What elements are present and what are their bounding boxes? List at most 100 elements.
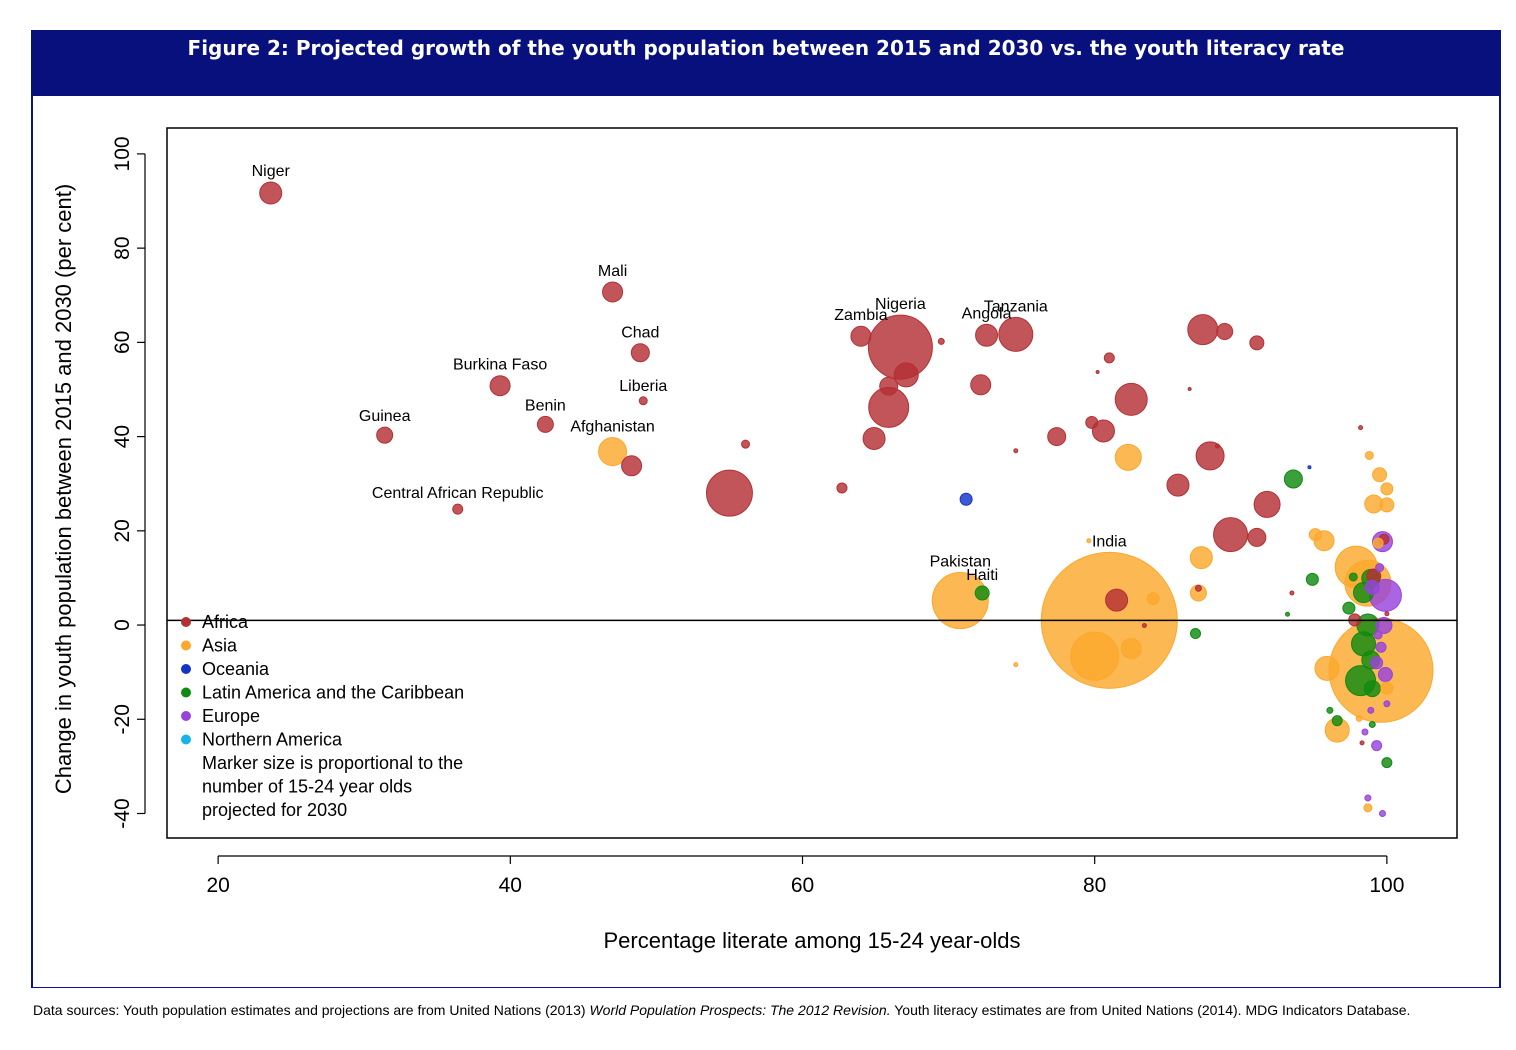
legend-marker-latin-america-and-the-caribbean [181, 687, 191, 698]
data-point-europe-9 [1367, 706, 1375, 714]
data-sources-note: Data sources: Youth population estimates… [33, 1002, 1493, 1019]
data-point-asia-23 [1372, 537, 1384, 549]
y-tick-label-80: 80 [111, 236, 134, 259]
point-label-guinea: Guinea [359, 408, 411, 425]
data-point-africa-31 [1166, 473, 1190, 497]
data-point-latin-america-and-the-caribbean-14 [1363, 680, 1381, 698]
point-label-india: India [1092, 533, 1127, 550]
point-label-haiti: Haiti [966, 567, 998, 584]
data-point-asia-9 [1189, 546, 1213, 570]
data-point-africa-7 [452, 503, 464, 515]
point-label-mali: Mali [598, 263, 627, 280]
data-point-africa-39 [1213, 517, 1249, 553]
data-point-africa-5 [536, 415, 554, 433]
data-point-africa-27 [1103, 352, 1115, 364]
data-point-africa-3 [489, 375, 511, 397]
data-point-asia-21 [1379, 497, 1395, 513]
point-label-liberia: Liberia [619, 378, 667, 395]
data-point-europe-7 [1373, 630, 1383, 640]
point-label-tanzania: Tanzania [984, 298, 1048, 315]
data-point-asia-5 [1086, 538, 1092, 544]
data-point-africa-25 [1091, 419, 1115, 443]
data-point-asia-7 [1146, 592, 1160, 606]
data-point-africa-36 [1187, 314, 1219, 346]
legend-label-europe: Europe [202, 706, 260, 726]
data-point-africa-23 [1047, 427, 1067, 447]
data-point-africa-43 [1358, 425, 1364, 431]
point-label-chad: Chad [621, 325, 659, 342]
point-label-benin: Benin [525, 397, 566, 414]
data-point-europe-6 [1375, 641, 1387, 653]
data-point-africa-33 [1195, 441, 1225, 471]
legend-note-line-1: Marker size is proportional to the [202, 753, 463, 773]
x-tick-label-100: 100 [1369, 874, 1404, 897]
legend-label-africa: Africa [202, 612, 249, 632]
x-axis-label: Percentage literate among 15-24 year-old… [603, 928, 1020, 953]
data-point-africa-40 [1247, 527, 1267, 547]
data-point-africa-21 [970, 374, 992, 396]
data-point-europe-13 [1378, 810, 1386, 818]
data-point-asia-22 [1380, 482, 1394, 496]
point-label-pakistan: Pakistan [930, 554, 991, 571]
y-tick-label-100: 100 [111, 136, 134, 171]
data-point-africa-29 [1105, 588, 1129, 612]
data-point-africa-46 [1359, 740, 1365, 746]
sources-suffix: Youth literacy estimates are from United… [890, 1002, 1411, 1018]
data-point-africa-20 [998, 316, 1034, 352]
y-tick-label-0: 0 [111, 619, 134, 631]
data-point-latin-america-and-the-caribbean-8 [1348, 572, 1358, 582]
point-label-angola: Angola [962, 305, 1012, 322]
data-point-africa-11 [836, 482, 848, 494]
sources-prefix: Data sources: Youth population estimates… [33, 1002, 590, 1018]
x-tick-label-20: 20 [206, 874, 229, 897]
point-label-burkina-faso: Burkina Faso [453, 357, 547, 374]
x-tick-label-40: 40 [499, 874, 522, 897]
data-point-latin-america-and-the-caribbean-3 [1285, 611, 1291, 617]
figure-title: Figure 2: Projected growth of the youth … [187, 36, 1345, 60]
data-point-latin-america-and-the-caribbean-17 [1381, 757, 1393, 769]
data-point-africa-37 [1216, 323, 1234, 341]
data-point-africa-42 [1289, 590, 1295, 596]
data-point-africa-48 [1384, 611, 1390, 617]
legend-label-asia: Asia [202, 636, 238, 656]
data-point-asia-3 [1070, 631, 1120, 681]
data-point-asia-1 [931, 572, 989, 630]
data-point-europe-11 [1371, 740, 1383, 752]
data-point-europe-4 [1377, 667, 1393, 683]
data-point-africa-19 [975, 323, 999, 347]
legend-marker-europe [181, 711, 191, 721]
legend-marker-northern-america [181, 734, 191, 745]
point-label-afghanistan: Afghanistan [570, 419, 655, 436]
data-point-latin-america-and-the-caribbean-5 [1326, 706, 1334, 714]
data-point-africa-1 [602, 281, 624, 303]
data-point-africa-34 [1214, 443, 1220, 449]
data-point-africa-22 [1013, 448, 1019, 454]
legend-label-latin-america-and-the-caribbean: Latin America and the Caribbean [202, 683, 464, 703]
data-point-africa-32 [1187, 387, 1192, 392]
data-point-europe-10 [1361, 728, 1369, 736]
data-points [259, 181, 1434, 818]
data-point-africa-2 [630, 343, 650, 363]
legend-label-northern-america: Northern America [202, 730, 343, 750]
y-tick-label--40: -40 [111, 798, 134, 828]
data-point-oceania-1 [1307, 465, 1312, 470]
data-point-africa-38 [1249, 335, 1265, 351]
data-point-latin-america-and-the-caribbean-2 [1283, 469, 1303, 489]
y-tick-label--20: -20 [111, 704, 134, 734]
data-point-latin-america-and-the-caribbean-1 [1189, 628, 1201, 640]
data-point-africa-12 [850, 325, 872, 347]
legend: Africa Asia Oceania Latin America and the C… [181, 612, 464, 820]
data-point-africa-30 [1141, 623, 1147, 629]
data-point-africa-24 [1085, 415, 1099, 429]
data-point-asia-13 [1314, 655, 1340, 681]
x-tick-label-60: 60 [791, 874, 814, 897]
data-point-africa-18 [937, 337, 945, 345]
data-point-latin-america-and-the-caribbean-4 [1305, 572, 1319, 586]
data-point-africa-6 [376, 426, 394, 444]
y-tick-label-60: 60 [111, 331, 134, 354]
data-point-asia-11 [1308, 528, 1322, 542]
data-point-asia-0 [598, 437, 628, 467]
data-point-africa-10 [741, 439, 751, 449]
data-point-asia-8 [1013, 662, 1019, 668]
point-labels: Niger Mali Chad Burkina Faso Liberia Benin Gui… [252, 163, 1127, 584]
